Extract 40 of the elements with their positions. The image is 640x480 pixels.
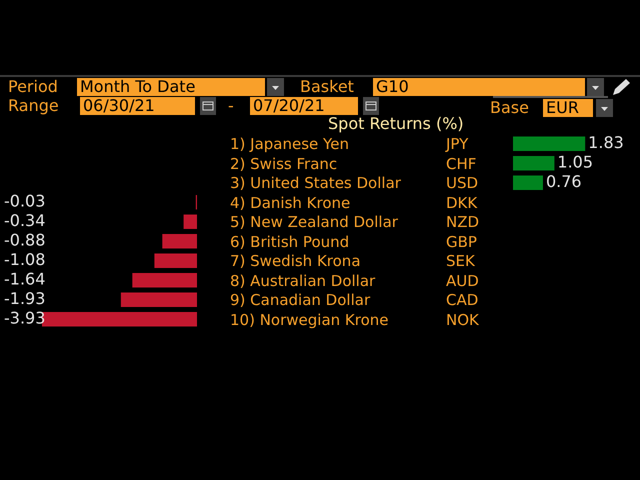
text: NZD [446,213,480,231]
y-tick-label: 1) Japanese Yen [230,135,349,153]
data-label: -0.03 [4,191,46,210]
text: CAD [446,291,478,309]
text: AUD [446,272,479,290]
data-label: 1.83 [588,132,624,152]
y-tick-label: 4) Danish Krone [230,194,350,212]
text: G10 [373,77,585,96]
text: - [228,96,234,115]
data-label: -0.88 [4,230,46,250]
data-label: -1.93 [4,288,46,308]
text: Month To Date [77,77,265,96]
y-tick-label: 9) Canadian Dollar [230,291,370,309]
text: Range [8,96,59,115]
y-tick-label: 6) British Pound [230,232,350,250]
text: JPY [446,135,468,153]
text: SEK [446,252,475,270]
text: NOK [446,310,479,328]
y-tick-label: 7) Swedish Krona [230,252,361,270]
text: CHF [446,154,476,172]
data-label: -0.34 [4,210,46,230]
text: USD [446,174,478,192]
text: Basket [300,77,354,96]
text: 06/30/21 [80,96,195,115]
text: Spot Returns (%) [328,114,464,133]
y-tick-label: 3) United States Dollar [230,174,401,192]
y-tick-label: 2) Swiss Franc [230,154,338,172]
data-label: 0.76 [546,172,582,191]
text: EUR [543,98,593,117]
data-label: 1.05 [557,152,594,172]
text: DKK [446,194,478,212]
y-tick-label: 10) Norwegian Krone [230,310,389,328]
data-label: -1.08 [4,250,46,269]
text: 07/20/21 [250,96,358,115]
y-tick-label: 8) Australian Dollar [230,272,376,290]
text: GBP [446,232,477,250]
text: Base [490,98,529,117]
y-tick-label: 5) New Zealand Dollar [230,213,398,231]
data-label: -1.64 [4,269,46,288]
text: Period [8,77,58,96]
